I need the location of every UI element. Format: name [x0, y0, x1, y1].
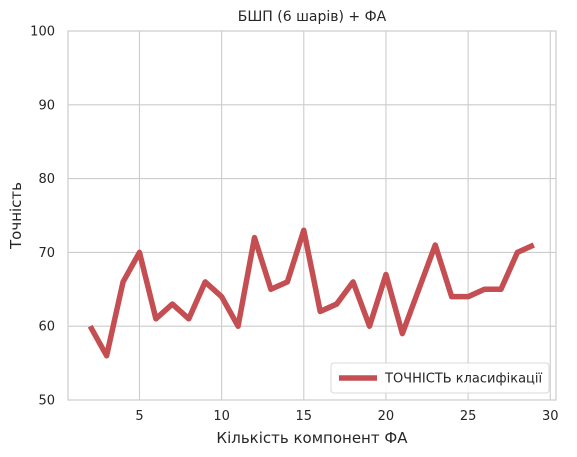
- plot-area-frame: [67, 30, 557, 401]
- x-tick-label: 15: [296, 409, 313, 424]
- legend-label: ТОЧНІСТЬ класифікації: [384, 372, 542, 387]
- x-tick-label: 20: [378, 409, 395, 424]
- y-tick-label: 80: [38, 172, 55, 187]
- y-axis-label: Точність: [7, 182, 25, 250]
- legend-box: [330, 362, 550, 394]
- x-tick-label: 25: [460, 409, 477, 424]
- y-tick-label: 50: [38, 394, 55, 409]
- x-tick-label: 5: [135, 409, 143, 424]
- series-lines: [87, 227, 535, 359]
- x-axis-label: Кількість компонент ФА: [216, 429, 408, 447]
- y-ticks: 50 60 70 80 90 100: [30, 25, 55, 409]
- chart-title: БШП (6 шарів) + ФА: [238, 9, 387, 25]
- series-line: [87, 227, 535, 359]
- y-tick-label: 60: [38, 320, 55, 335]
- y-tick-label: 70: [38, 246, 55, 261]
- legend: ТОЧНІСТЬ класифікації: [330, 362, 550, 394]
- grid: [68, 30, 556, 401]
- x-ticks: 5 10 15 20 25 30: [135, 409, 558, 424]
- y-tick-label: 100: [30, 25, 55, 40]
- y-tick-label: 90: [38, 98, 55, 113]
- x-tick-label: 10: [213, 409, 230, 424]
- x-tick-label: 30: [542, 409, 559, 424]
